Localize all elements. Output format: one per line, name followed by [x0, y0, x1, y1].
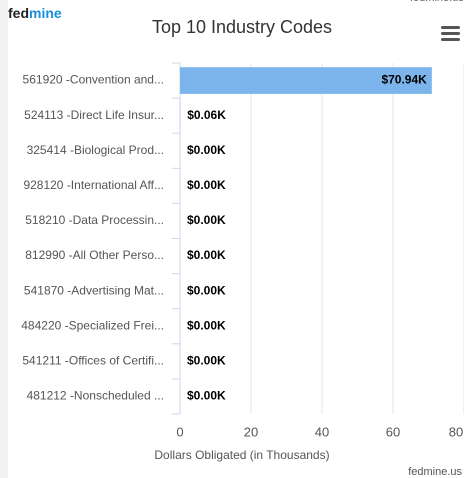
y-tick-label: 524113 -Direct Life Insur... [24, 108, 164, 122]
menu-icon[interactable] [441, 26, 460, 41]
menu-bar [441, 26, 460, 29]
menu-bar [441, 32, 460, 35]
x-tick-label: 0 [176, 424, 183, 439]
data-label: $0.00K [187, 178, 226, 192]
data-label: $0.00K [187, 248, 226, 262]
x-tick-label: 40 [315, 424, 329, 439]
data-label: $0.00K [187, 143, 226, 157]
menu-bar [441, 38, 460, 41]
logo-part: fed [8, 5, 29, 21]
credit: fedmine.us [408, 466, 462, 478]
x-tick-label: 20 [244, 424, 258, 439]
chart-title: Top 10 Industry Codes [152, 17, 332, 37]
y-tick-label: 325414 -Biological Prod... [27, 143, 164, 157]
y-tick-label: 518210 -Data Processin... [25, 213, 164, 227]
x-axis-label: Dollars Obligated (in Thousands) [154, 448, 329, 462]
data-label: $70.94K [381, 73, 427, 87]
credit-top: fedmine.us [410, 0, 464, 4]
y-tick-label: 484220 -Specialized Frei... [21, 318, 164, 332]
data-label: $0.00K [187, 213, 226, 227]
data-label: $0.00K [187, 283, 226, 297]
data-label: $0.00K [187, 389, 226, 403]
x-tick-label: 80 [449, 424, 463, 439]
bar [180, 67, 432, 94]
data-label: $0.00K [187, 354, 226, 368]
data-label: $0.06K [187, 108, 226, 122]
x-tick-label: 60 [386, 424, 400, 439]
y-tick-label: 561920 -Convention and... [23, 73, 164, 87]
logo: fedmine [8, 5, 62, 21]
side-strip [0, 0, 8, 478]
y-tick-label: 812990 -All Other Perso... [25, 248, 164, 262]
y-tick-label: 541211 -Offices of Certifi... [22, 354, 164, 368]
data-label: $0.00K [187, 318, 226, 332]
logo-part: mine [29, 5, 62, 21]
y-tick-label: 481212 -Nonscheduled ... [27, 389, 164, 403]
y-tick-label: 541870 -Advertising Mat... [24, 283, 164, 297]
y-tick-label: 928120 -International Aff... [23, 178, 164, 192]
